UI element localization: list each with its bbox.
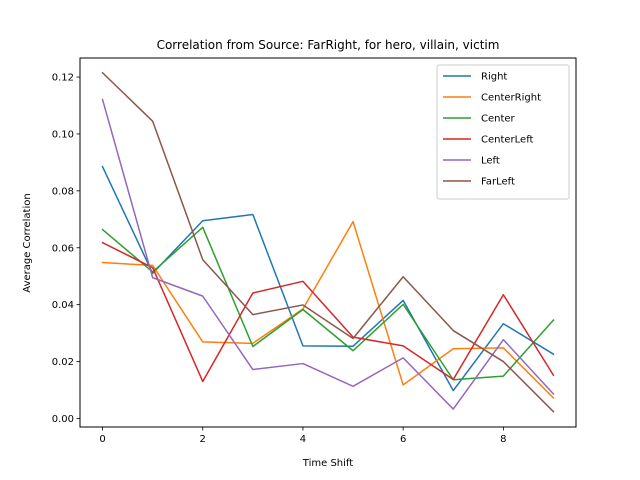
y-tick-label: 0.02	[52, 357, 74, 368]
series-line-left	[101, 98, 555, 410]
legend-label-centerright: CenterRight	[481, 93, 541, 104]
y-tick-label: 0.08	[52, 186, 74, 197]
y-tick-label: 0.10	[52, 129, 74, 140]
y-tick-label: 0.12	[52, 73, 74, 84]
chart-title: Correlation from Source: FarRight, for h…	[157, 38, 500, 52]
plot-frame	[79, 57, 577, 428]
series-line-farleft	[101, 71, 555, 413]
series-line-right	[101, 165, 555, 392]
series-line-center	[101, 226, 555, 381]
legend-label-centerleft: CenterLeft	[481, 135, 534, 146]
y-tick-label: 0.00	[52, 414, 74, 425]
legend-label-farleft: FarLeft	[481, 177, 515, 188]
series-line-centerright	[101, 220, 555, 400]
series-line-centerleft	[101, 241, 555, 383]
x-tick-label: 2	[200, 434, 206, 445]
x-tick-label: 4	[300, 434, 306, 445]
x-axis: 0 2 4 6 8	[99, 427, 507, 445]
legend-label-right: Right	[481, 72, 507, 83]
x-tick-label: 6	[400, 434, 406, 445]
x-tick-label: 8	[500, 434, 506, 445]
plot-lines	[101, 71, 555, 413]
legend: Right CenterRight Center CenterLeft Left FarL…	[436, 64, 570, 200]
legend-label-center: Center	[481, 114, 516, 125]
x-axis-label: Time Shift	[302, 458, 353, 469]
x-tick-label: 0	[99, 434, 105, 445]
y-tick-label: 0.06	[52, 243, 74, 254]
y-axis-label: Average Correlation	[22, 193, 33, 292]
legend-box	[436, 64, 570, 200]
legend-label-left: Left	[481, 156, 500, 167]
y-axis: 0.00 0.02 0.04 0.06 0.08 0.10 0.12	[52, 73, 80, 425]
y-tick-label: 0.04	[52, 300, 74, 311]
